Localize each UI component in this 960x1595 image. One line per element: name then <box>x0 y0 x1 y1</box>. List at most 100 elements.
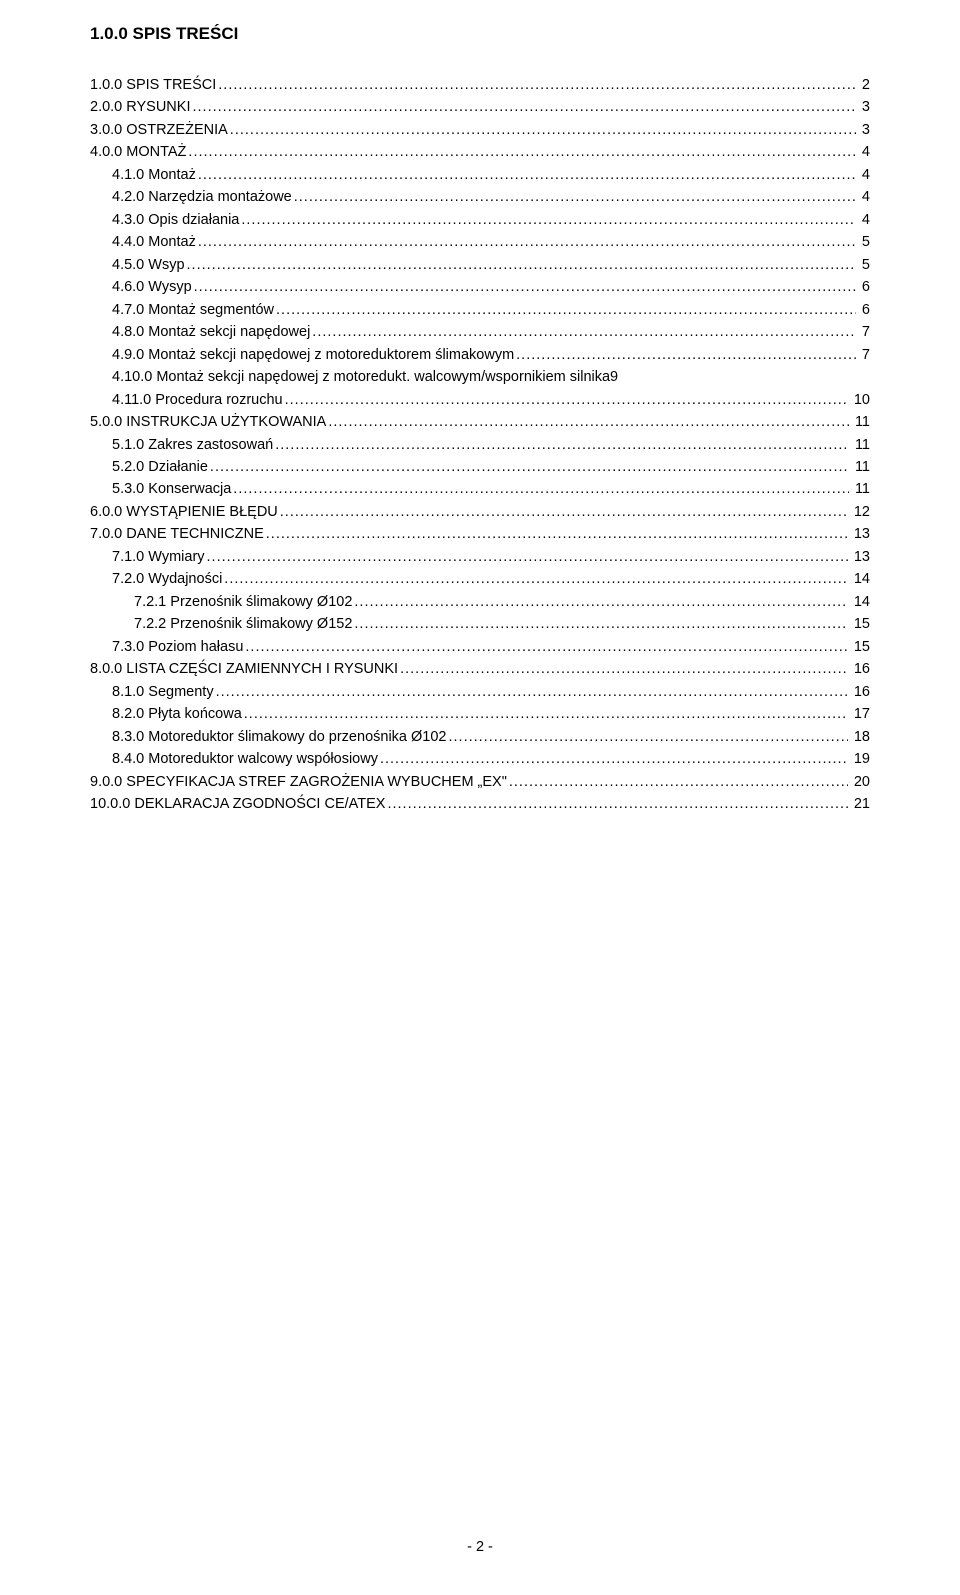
toc-leader-dots <box>245 636 847 658</box>
toc-row: 4.8.0 Montaż sekcji napędowej7 <box>90 321 870 343</box>
toc-label: 8.4.0 Motoreduktor walcowy współosiowy <box>112 748 378 770</box>
toc-label: 4.1.0 Montaż <box>112 164 196 186</box>
toc-label: 4.6.0 Wysyp <box>112 276 192 298</box>
toc-leader-dots <box>224 568 848 590</box>
toc-page-number: 19 <box>850 748 870 770</box>
toc-row: 1.0.0 SPIS TREŚCI 2 <box>90 74 870 96</box>
toc-page-number: 2 <box>858 74 870 96</box>
toc-label: 4.5.0 Wsyp <box>112 254 185 276</box>
toc-row: 7.2.1 Przenośnik ślimakowy Ø10214 <box>90 591 870 613</box>
toc-row: 10.0.0 DEKLARACJA ZGODNOŚCI CE/ATEX 21 <box>90 793 870 815</box>
toc-row: 7.2.2 Przenośnik ślimakowy Ø15215 <box>90 613 870 635</box>
toc-label: 8.0.0 LISTA CZĘŚCI ZAMIENNYCH I RYSUNKI <box>90 658 398 680</box>
table-of-contents: 1.0.0 SPIS TREŚCI 2 2.0.0 RYSUNKI 3 3.0.0 OS… <box>90 74 870 815</box>
toc-page-number: 11 <box>851 478 870 500</box>
toc-leader-dots <box>380 748 848 770</box>
toc-page-number: 20 <box>850 771 870 793</box>
toc-leader-dots <box>187 254 856 276</box>
toc-row: 6.0.0 WYSTĄPIENIE BŁĘDU 12 <box>90 501 870 523</box>
toc-leader-dots <box>266 523 848 545</box>
toc-leader-dots <box>230 119 856 141</box>
toc-leader-dots <box>244 703 848 725</box>
toc-leader-dots <box>233 478 849 500</box>
toc-label: 4.8.0 Montaż sekcji napędowej <box>112 321 310 343</box>
toc-page-number: 10 <box>850 389 870 411</box>
toc-leader-dots <box>294 186 856 208</box>
toc-label: 10.0.0 DEKLARACJA ZGODNOŚCI CE/ATEX <box>90 793 385 815</box>
toc-row: 5.2.0 Działanie11 <box>90 456 870 478</box>
toc-label: 5.1.0 Zakres zastosowań <box>112 434 273 456</box>
toc-label: 7.2.0 Wydajności <box>112 568 222 590</box>
toc-leader-dots <box>280 501 848 523</box>
toc-page-number: 17 <box>850 703 870 725</box>
toc-row: 5.1.0 Zakres zastosowań11 <box>90 434 870 456</box>
toc-row: 4.9.0 Montaż sekcji napędowej z motoredu… <box>90 344 870 366</box>
toc-page-number: 21 <box>850 793 870 815</box>
toc-page-number: 5 <box>858 231 870 253</box>
toc-row: 4.6.0 Wysyp 6 <box>90 276 870 298</box>
toc-row: 4.1.0 Montaż 4 <box>90 164 870 186</box>
toc-row: 4.11.0 Procedura rozruchu 10 <box>90 389 870 411</box>
toc-label: 4.3.0 Opis działania <box>112 209 239 231</box>
toc-page-number: 4 <box>858 186 870 208</box>
toc-label: 4.11.0 Procedura rozruchu <box>112 389 283 411</box>
toc-page-number: 4 <box>858 141 870 163</box>
toc-leader-dots <box>312 321 856 343</box>
toc-leader-dots <box>275 434 849 456</box>
toc-label: 4.7.0 Montaż segmentów <box>112 299 274 321</box>
toc-row: 4.5.0 Wsyp 5 <box>90 254 870 276</box>
toc-page-number: 12 <box>850 501 870 523</box>
toc-page-number: 4 <box>858 209 870 231</box>
toc-page-number: 4 <box>858 164 870 186</box>
toc-leader-dots <box>328 411 849 433</box>
toc-label: 6.0.0 WYSTĄPIENIE BŁĘDU <box>90 501 278 523</box>
toc-leader-dots <box>198 164 856 186</box>
toc-label: 2.0.0 RYSUNKI <box>90 96 190 118</box>
page-title: 1.0.0 SPIS TREŚCI <box>90 24 870 44</box>
toc-row: 7.2.0 Wydajności14 <box>90 568 870 590</box>
toc-page-number: 15 <box>850 613 870 635</box>
toc-label: 4.4.0 Montaż <box>112 231 196 253</box>
toc-label: 4.9.0 Montaż sekcji napędowej z motoredu… <box>112 344 514 366</box>
toc-label: 5.3.0 Konserwacja <box>112 478 231 500</box>
toc-leader-dots <box>216 681 848 703</box>
toc-label: 7.1.0 Wymiary <box>112 546 205 568</box>
toc-leader-dots <box>218 74 856 96</box>
toc-page-number: 15 <box>850 636 870 658</box>
toc-row: 9.0.0 SPECYFIKACJA STREF ZAGROŻENIA WYBU… <box>90 771 870 793</box>
toc-leader-dots <box>516 344 856 366</box>
toc-label: 4.2.0 Narzędzia montażowe <box>112 186 292 208</box>
toc-leader-dots <box>448 726 847 748</box>
toc-label: 5.2.0 Działanie <box>112 456 208 478</box>
toc-leader-dots <box>241 209 856 231</box>
toc-row: 8.4.0 Motoreduktor walcowy współosiowy 19 <box>90 748 870 770</box>
toc-row: 7.3.0 Poziom hałasu 15 <box>90 636 870 658</box>
toc-label: 7.2.1 Przenośnik ślimakowy Ø102 <box>134 591 352 613</box>
toc-page-number: 6 <box>858 276 870 298</box>
toc-label: 8.1.0 Segmenty <box>112 681 214 703</box>
toc-page-number: 16 <box>850 681 870 703</box>
toc-label: 1.0.0 SPIS TREŚCI <box>90 74 216 96</box>
toc-page-number: 3 <box>858 96 870 118</box>
toc-page-number: 11 <box>851 411 870 433</box>
toc-leader-dots <box>285 389 848 411</box>
toc-label: 3.0.0 OSTRZEŻENIA <box>90 119 228 141</box>
toc-row: 8.1.0 Segmenty 16 <box>90 681 870 703</box>
toc-row: 4.4.0 Montaż 5 <box>90 231 870 253</box>
toc-row: 5.0.0 INSTRUKCJA UŻYTKOWANIA11 <box>90 411 870 433</box>
toc-leader-dots <box>207 546 848 568</box>
toc-leader-dots <box>354 613 847 635</box>
toc-page-number: 18 <box>850 726 870 748</box>
toc-row: 8.0.0 LISTA CZĘŚCI ZAMIENNYCH I RYSUNKI1… <box>90 658 870 680</box>
toc-row: 5.3.0 Konserwacja 11 <box>90 478 870 500</box>
toc-leader-dots <box>192 96 855 118</box>
toc-page-number: 13 <box>850 523 870 545</box>
toc-page-number: 3 <box>858 119 870 141</box>
toc-leader-dots <box>400 658 848 680</box>
toc-leader-dots <box>198 231 856 253</box>
toc-leader-dots <box>194 276 856 298</box>
toc-label: 7.3.0 Poziom hałasu <box>112 636 243 658</box>
toc-leader-dots <box>509 771 848 793</box>
toc-row: 4.10.0 Montaż sekcji napędowej z motored… <box>90 366 870 388</box>
toc-page-number: 5 <box>858 254 870 276</box>
